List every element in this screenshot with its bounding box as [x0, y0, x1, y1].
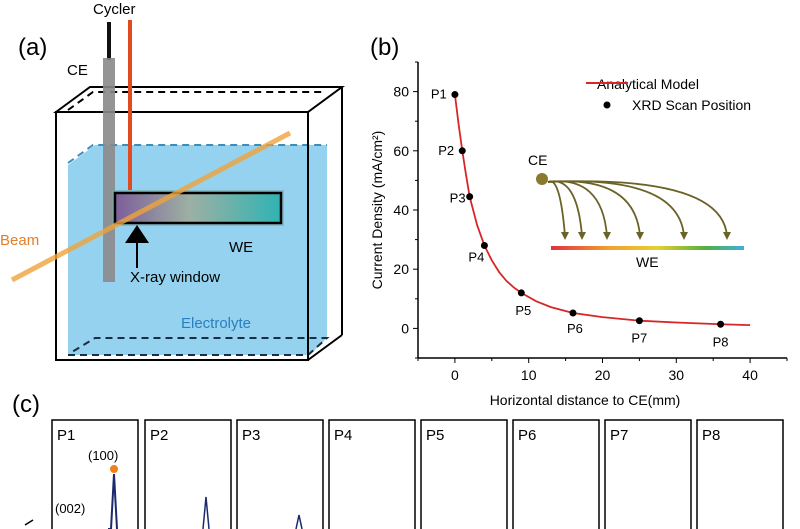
- arrowhead-icon: [680, 232, 688, 240]
- peak-p1: [108, 473, 118, 529]
- scan-point: [480, 242, 488, 250]
- electrolyte-label: Electrolyte: [181, 315, 251, 332]
- scan-point: [451, 91, 459, 99]
- inset-arrow: [547, 180, 728, 237]
- scan-point-label: P1: [431, 87, 447, 102]
- xrd-panel-label: P7: [610, 427, 628, 444]
- xrd-panel-label: P6: [518, 427, 536, 444]
- ce-rod: [103, 58, 115, 282]
- xrd-panel: [604, 419, 692, 529]
- arrowhead-icon: [636, 232, 644, 240]
- scan-point-label: P5: [515, 303, 531, 318]
- arrowhead-icon: [723, 232, 731, 240]
- panel-a-label: (a): [18, 34, 47, 61]
- x-tick-label: 30: [669, 367, 685, 383]
- arrowhead-icon: [578, 232, 586, 240]
- scan-point-label: P7: [631, 331, 647, 346]
- scan-point: [635, 317, 643, 325]
- arrowhead-icon: [561, 232, 569, 240]
- panel-b-label: (b): [370, 34, 399, 61]
- inset-we-bar: [551, 246, 744, 250]
- xrd-panel-label: P1: [57, 427, 75, 444]
- inset-ce-dot: [536, 173, 548, 185]
- xrd-panel-label: P3: [242, 427, 260, 444]
- peak-p2: [202, 496, 210, 529]
- xrd-panel: [420, 419, 508, 529]
- peak-p3: [295, 514, 303, 529]
- model-line: [454, 94, 751, 327]
- scan-point: [717, 320, 725, 328]
- scan-point-label: P6: [567, 321, 583, 336]
- inset-ce-label: CE: [528, 152, 547, 168]
- xrd-panel: [696, 419, 784, 529]
- xrd-panel: [51, 419, 139, 529]
- x-tick-label: 40: [742, 367, 758, 383]
- y-tick-label: 40: [393, 202, 409, 218]
- scan-point: [569, 309, 577, 317]
- scan-point: [458, 147, 466, 155]
- cell-bottom-dashed: [68, 337, 330, 356]
- working-electrode: [113, 191, 283, 225]
- xrd-panel: [512, 419, 600, 529]
- xrd-panel-label: P4: [334, 427, 352, 444]
- scan-point: [466, 193, 474, 201]
- x-tick-label: 20: [595, 367, 611, 383]
- x-axis-label: Horizontal distance to CE(mm): [490, 392, 681, 408]
- scan-point-label: P2: [438, 143, 454, 158]
- peak-label-002: (002): [55, 501, 85, 516]
- xrd-panel: [144, 419, 232, 529]
- beam: [10, 130, 292, 283]
- cell-top-dashed: [67, 91, 325, 111]
- cell-front: [55, 111, 309, 361]
- scan-point-label: P4: [468, 250, 484, 265]
- scan-point-label: P8: [713, 334, 729, 349]
- legend-model-label: Analytical Model: [597, 76, 699, 92]
- chart-b: 0 10 20 30 40 0 20 40 60 80 P1 P2 P3 P4 P5 P6 P7 P8: [393, 61, 788, 383]
- arrowhead-icon: [603, 232, 611, 240]
- cycler-label: Cycler: [93, 1, 136, 18]
- y-tick-label: 60: [393, 143, 409, 159]
- inset-arrow: [547, 180, 566, 237]
- legend-scan-label: XRD Scan Position: [632, 97, 751, 113]
- inset-we-label: WE: [636, 254, 659, 270]
- y-axis-label: Current Density (mA/cm²): [369, 131, 385, 290]
- xrd-panel-label: P8: [702, 427, 720, 444]
- xrd-panel-label: P5: [426, 427, 444, 444]
- we-lead: [128, 20, 132, 190]
- xrd-panel: [236, 419, 324, 529]
- inset-diagram: CE WE: [528, 152, 744, 270]
- panel-c-label: (c): [12, 391, 40, 418]
- panel-a: (a) Cycler CE Beam WE X-ray window Elect…: [0, 1, 346, 361]
- scan-point: [517, 289, 525, 297]
- xray-window-label: X-ray window: [130, 269, 220, 286]
- ce-label: CE: [67, 62, 88, 79]
- scan-point-label: P3: [450, 191, 466, 206]
- axis-stub: [24, 519, 34, 526]
- panel-c: (c) P1 P2 P3 P4 P5 P6 P7 P8 (100) (002): [12, 391, 784, 529]
- x-tick-label: 0: [451, 367, 459, 383]
- xray-arrow-icon: [125, 225, 149, 243]
- y-tick-label: 0: [401, 320, 409, 336]
- y-tick-label: 20: [393, 261, 409, 277]
- xrd-panel: [328, 419, 416, 529]
- x-tick-label: 10: [521, 367, 537, 383]
- we-label: WE: [229, 239, 253, 256]
- panel-b: (b) 0 10 20 30 40 0 20 40 60 80 P1 P2 P3 P4 P5 P6 P7 P8 A…: [369, 34, 788, 408]
- y-tick-label: 80: [393, 84, 409, 100]
- legend-scan-swatch: [603, 101, 611, 109]
- cell-top: [52, 86, 346, 113]
- xrd-panel-label: P2: [150, 427, 168, 444]
- ce-lead: [107, 22, 111, 60]
- beam-label: Beam: [0, 232, 39, 249]
- peak-marker-100: [110, 465, 118, 473]
- peak-label-100: (100): [88, 448, 118, 463]
